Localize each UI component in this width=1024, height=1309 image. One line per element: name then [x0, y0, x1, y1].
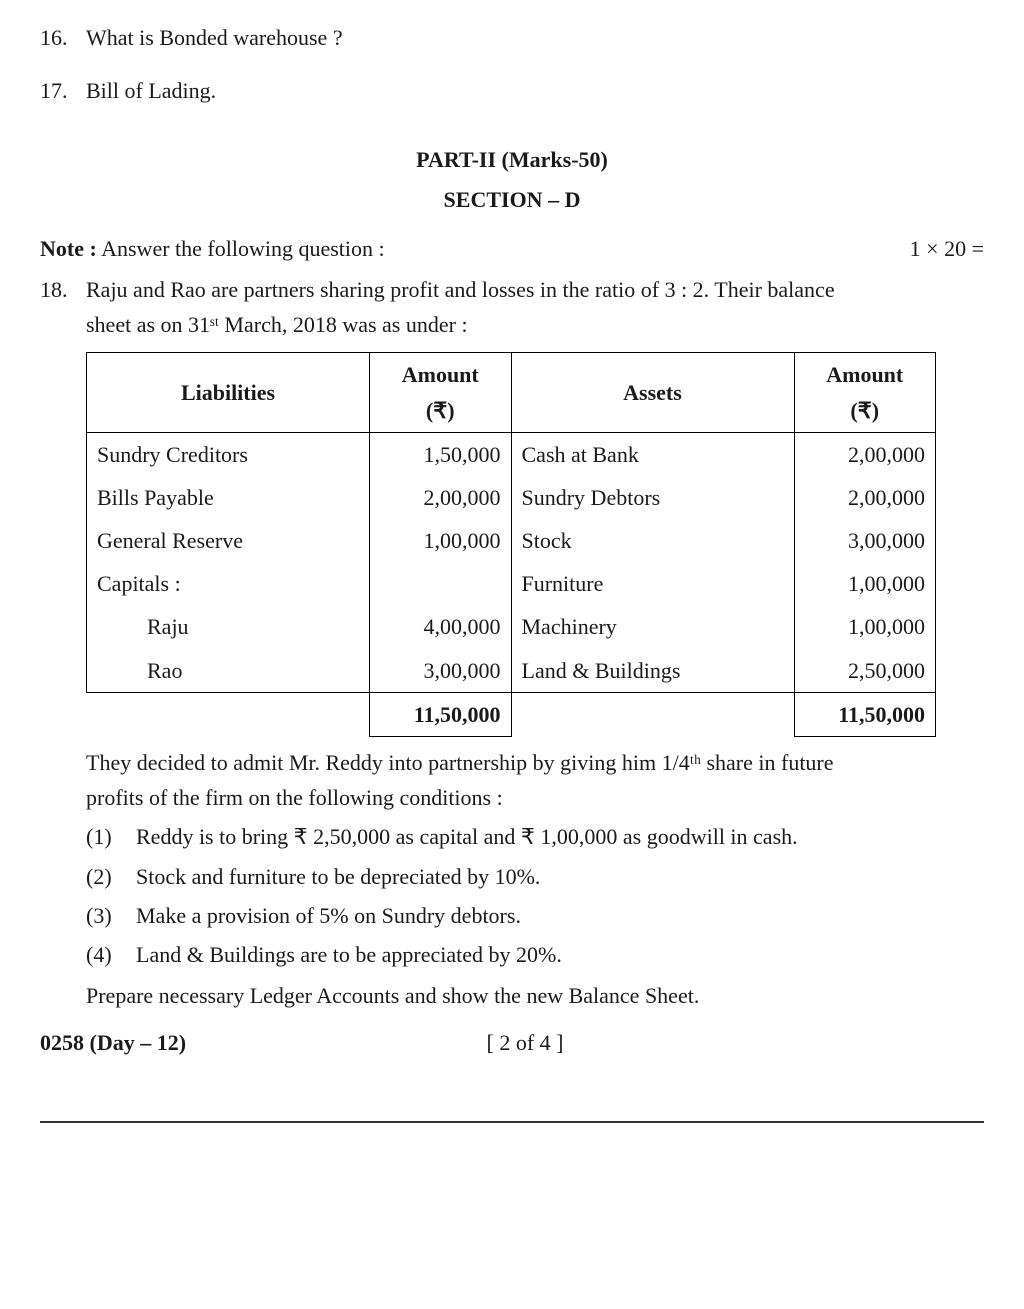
- q16-text: What is Bonded warehouse ?: [86, 20, 984, 55]
- footer-right: [864, 1025, 984, 1060]
- question-18: 18. Raju and Rao are partners sharing pr…: [40, 272, 984, 342]
- q18-text: Raju and Rao are partners sharing profit…: [86, 272, 984, 342]
- cell-liab: General Reserve: [87, 519, 370, 562]
- cell-liab-amt: 1,00,000: [370, 519, 512, 562]
- cell-liab-amt: 3,00,000: [370, 649, 512, 693]
- marks-scheme: 1 × 20 =: [910, 231, 984, 266]
- footer-center: [ 2 of 4 ]: [186, 1025, 864, 1060]
- cond-text: Stock and furniture to be depreciated by…: [136, 859, 984, 894]
- cell-total-asset: [511, 692, 794, 736]
- table-row: Sundry Creditors 1,50,000 Cash at Bank 2…: [87, 432, 936, 476]
- q18-line1: Raju and Rao are partners sharing profit…: [86, 277, 835, 302]
- cell-asset-amt: 2,00,000: [794, 476, 936, 519]
- after-line1: They decided to admit Mr. Reddy into par…: [86, 750, 834, 775]
- table-row: Rao 3,00,000 Land & Buildings 2,50,000: [87, 649, 936, 693]
- footer-left: 0258 (Day – 12): [40, 1025, 186, 1060]
- th-rs-r-text: (₹): [850, 398, 879, 423]
- cond-text: Make a provision of 5% on Sundry debtors…: [136, 898, 984, 933]
- cell-total-liab: [87, 692, 370, 736]
- cell-total-asset-amt: 11,50,000: [794, 692, 936, 736]
- cell-liab-amt: [370, 562, 512, 605]
- cell-asset: Furniture: [511, 562, 794, 605]
- condition-2: (2) Stock and furniture to be depreciate…: [86, 859, 984, 894]
- after-line2: profits of the firm on the following con…: [86, 785, 503, 810]
- cond-num: (3): [86, 898, 136, 933]
- cell-liab-amt: 2,00,000: [370, 476, 512, 519]
- note-label: Note :: [40, 236, 97, 261]
- cell-liab: Capitals :: [87, 562, 370, 605]
- exam-page: 16. What is Bonded warehouse ? 17. Bill …: [0, 0, 1024, 1309]
- bottom-rule: [40, 1121, 984, 1123]
- balance-sheet-table: Liabilities Amount (₹) Assets Amount (₹)…: [86, 352, 936, 737]
- cell-asset-amt: 1,00,000: [794, 562, 936, 605]
- question-16: 16. What is Bonded warehouse ?: [40, 20, 984, 55]
- q17-number: 17.: [40, 73, 86, 108]
- th-liabilities: Liabilities: [87, 353, 370, 432]
- cell-liab-amt: 1,50,000: [370, 432, 512, 476]
- cell-asset: Stock: [511, 519, 794, 562]
- cell-asset: Cash at Bank: [511, 432, 794, 476]
- cond-text: Land & Buildings are to be appreciated b…: [136, 937, 984, 972]
- table-row: Bills Payable 2,00,000 Sundry Debtors 2,…: [87, 476, 936, 519]
- th-rs-l-text: (₹): [426, 398, 455, 423]
- cond-num: (4): [86, 937, 136, 972]
- th-amount-r-text: Amount: [826, 362, 903, 387]
- cell-asset: Machinery: [511, 605, 794, 648]
- q17-text: Bill of Lading.: [86, 73, 984, 108]
- table-header-row: Liabilities Amount (₹) Assets Amount (₹): [87, 353, 936, 432]
- th-amount-l-text: Amount: [402, 362, 479, 387]
- section-heading: SECTION – D: [40, 182, 984, 217]
- cell-asset-amt: 2,50,000: [794, 649, 936, 693]
- cell-asset-amt: 3,00,000: [794, 519, 936, 562]
- page-footer: 0258 (Day – 12) [ 2 of 4 ]: [40, 1025, 984, 1060]
- q18-line2: sheet as on 31ˢᵗ March, 2018 was as unde…: [86, 312, 468, 337]
- cond-num: (1): [86, 819, 136, 854]
- th-amount-l: Amount (₹): [370, 353, 512, 432]
- condition-3: (3) Make a provision of 5% on Sundry deb…: [86, 898, 984, 933]
- table-row: Capitals : Furniture 1,00,000: [87, 562, 936, 605]
- cell-liab: Rao: [87, 649, 370, 693]
- cell-asset-amt: 2,00,000: [794, 432, 936, 476]
- condition-4: (4) Land & Buildings are to be appreciat…: [86, 937, 984, 972]
- cell-liab: Sundry Creditors: [87, 432, 370, 476]
- note-row: Note : Answer the following question : 1…: [40, 231, 984, 266]
- cell-liab-amt: 4,00,000: [370, 605, 512, 648]
- cell-asset: Sundry Debtors: [511, 476, 794, 519]
- after-table-text: They decided to admit Mr. Reddy into par…: [86, 745, 984, 815]
- table-row: Raju 4,00,000 Machinery 1,00,000: [87, 605, 936, 648]
- q18-number: 18.: [40, 272, 86, 342]
- table-row: General Reserve 1,00,000 Stock 3,00,000: [87, 519, 936, 562]
- condition-1: (1) Reddy is to bring ₹ 2,50,000 as capi…: [86, 819, 984, 854]
- cond-text: Reddy is to bring ₹ 2,50,000 as capital …: [136, 819, 984, 854]
- cell-liab: Raju: [87, 605, 370, 648]
- th-liabilities-text: Liabilities: [181, 380, 275, 405]
- note-text: Answer the following question :: [101, 236, 385, 261]
- prepare-text: Prepare necessary Ledger Accounts and sh…: [86, 978, 984, 1013]
- th-assets-text: Assets: [623, 380, 682, 405]
- cell-asset: Land & Buildings: [511, 649, 794, 693]
- cell-asset-amt: 1,00,000: [794, 605, 936, 648]
- th-amount-r: Amount (₹): [794, 353, 936, 432]
- question-17: 17. Bill of Lading.: [40, 73, 984, 108]
- cond-num: (2): [86, 859, 136, 894]
- cell-total-liab-amt: 11,50,000: [370, 692, 512, 736]
- part-heading: PART-II (Marks-50): [40, 142, 984, 177]
- q16-number: 16.: [40, 20, 86, 55]
- note-left: Note : Answer the following question :: [40, 231, 385, 266]
- th-assets: Assets: [511, 353, 794, 432]
- table-total-row: 11,50,000 11,50,000: [87, 692, 936, 736]
- cell-liab: Bills Payable: [87, 476, 370, 519]
